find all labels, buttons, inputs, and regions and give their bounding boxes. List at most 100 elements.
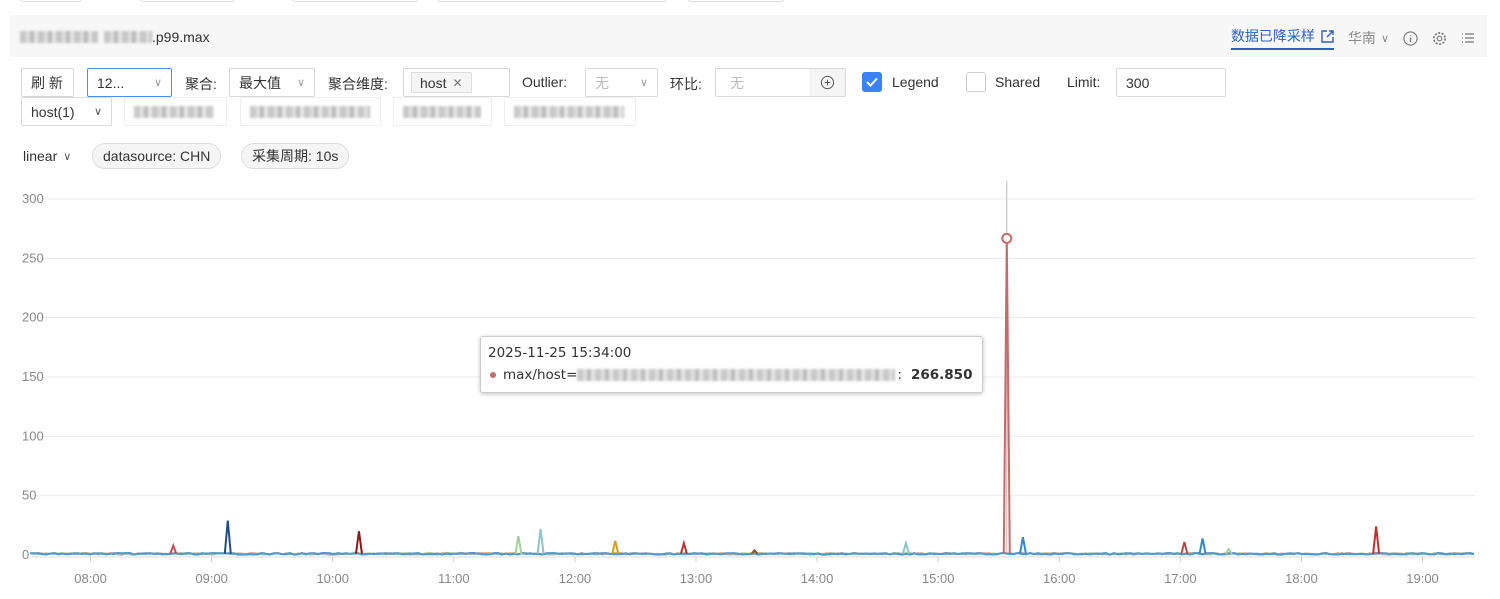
- datasource-label: datasource: CHN: [103, 148, 211, 164]
- chevron-down-icon: ∨: [639, 77, 648, 89]
- panel-header: [10, 15, 1487, 57]
- shared-label: Shared: [995, 74, 1041, 90]
- period-badge: 采集周期: 10s: [241, 143, 350, 169]
- scale-value: linear: [23, 148, 58, 164]
- gear-icon[interactable]: [1432, 31, 1447, 46]
- dimension-tag: host ✕: [411, 72, 472, 93]
- check-icon: [866, 77, 878, 87]
- spike-series: [901, 539, 910, 555]
- downsample-label: 数据已降采样: [1230, 28, 1315, 44]
- outlier-value: 无: [595, 74, 609, 91]
- x-tick-label: 11:00: [438, 571, 470, 586]
- chevron-down-icon: ∨: [63, 150, 72, 163]
- scale-select[interactable]: linear ∨: [23, 148, 71, 164]
- spike-series: [679, 539, 688, 555]
- x-tick-label: 08:00: [74, 571, 107, 586]
- tooltip-separator: :: [897, 367, 902, 383]
- legend-checkbox[interactable]: [862, 72, 882, 92]
- spike-series: [1198, 538, 1207, 555]
- refresh-button[interactable]: 刷 新: [21, 68, 74, 97]
- top-tab[interactable]: [20, 0, 82, 2]
- chevron-down-icon: ∨: [93, 106, 102, 118]
- x-tick-label: 12:00: [559, 571, 592, 586]
- y-tick-label: 250: [22, 250, 44, 265]
- y-tick-label: 50: [22, 488, 36, 503]
- top-tab[interactable]: [688, 0, 784, 2]
- x-tick-label: 10:00: [316, 571, 349, 586]
- dimension-select[interactable]: host ✕: [403, 68, 510, 97]
- time-range-value: 12...: [97, 74, 125, 91]
- y-tick-label: 200: [22, 310, 44, 325]
- spike-series: [223, 520, 232, 554]
- chevron-down-icon: ∨: [153, 77, 162, 89]
- header-actions: 数据已降采样 华南 ∨: [1230, 26, 1475, 50]
- series-dot-icon: [490, 372, 496, 378]
- compare-label: 环比:: [670, 76, 702, 92]
- panel-title: .p99.max: [20, 29, 210, 45]
- redacted-filter[interactable]: [504, 97, 636, 126]
- redacted-filter[interactable]: [124, 97, 227, 126]
- outlier-label: Outlier:: [522, 74, 568, 90]
- hover-point: [1001, 232, 1013, 244]
- spike-series: [514, 535, 523, 554]
- x-tick-label: 16:00: [1043, 571, 1076, 586]
- region-select[interactable]: 华南 ∨: [1348, 28, 1389, 48]
- host-filter-value: host(1): [31, 103, 75, 120]
- spike-series: [169, 542, 178, 555]
- region-label: 华南: [1347, 30, 1376, 46]
- chart-tooltip: 2025-11-25 15:34:00 max/host= : 266.850: [480, 336, 983, 393]
- spike-series: [611, 540, 620, 555]
- x-tick-label: 09:00: [195, 571, 228, 586]
- spike-series: [1018, 537, 1027, 554]
- external-link-icon: [1321, 29, 1334, 43]
- top-tab[interactable]: [140, 0, 235, 2]
- x-tick-label: 17:00: [1164, 571, 1197, 586]
- y-tick-label: 100: [22, 428, 44, 443]
- legend-label: Legend: [892, 74, 939, 90]
- aggregation-value: 最大值: [239, 74, 281, 91]
- dimension-tag-label: host: [420, 74, 447, 91]
- top-tab[interactable]: [292, 0, 418, 2]
- info-icon[interactable]: [1403, 30, 1418, 46]
- aggregation-select[interactable]: 最大值 ∨: [229, 68, 315, 97]
- redacted-text: [20, 31, 98, 43]
- spike-series: [750, 548, 759, 555]
- tooltip-time: 2025-11-25 15:34:00: [488, 345, 632, 361]
- host-filter-select[interactable]: host(1) ∨: [21, 97, 112, 126]
- downsample-link[interactable]: 数据已降采样: [1230, 26, 1334, 50]
- x-tick-label: 13:00: [680, 571, 713, 586]
- compare-placeholder: 无: [730, 74, 744, 91]
- limit-label: Limit:: [1067, 74, 1101, 90]
- spike-series: [354, 531, 363, 554]
- spike-series: [536, 528, 545, 554]
- limit-input[interactable]: 300: [1116, 68, 1226, 97]
- title-suffix: .p99.max: [152, 29, 210, 45]
- add-compare-button[interactable]: [809, 69, 845, 96]
- x-tick-label: 19:00: [1406, 571, 1439, 586]
- time-range-select[interactable]: 12... ∨: [87, 68, 172, 97]
- datasource-badge: datasource: CHN: [92, 143, 222, 169]
- refresh-label: 刷 新: [31, 74, 63, 91]
- compare-input[interactable]: 无: [715, 68, 846, 97]
- top-tab[interactable]: [437, 0, 667, 2]
- close-icon[interactable]: ✕: [452, 75, 463, 90]
- y-tick-label: 0: [22, 547, 29, 562]
- chart[interactable]: 0 50 100 150 200 250 300 08:00 09:00 10:00 11:00 12…: [0, 175, 1500, 599]
- dimension-label: 聚合维度:: [328, 76, 388, 92]
- y-tick-label: 300: [22, 191, 44, 206]
- x-tick-label: 18:00: [1285, 571, 1318, 586]
- limit-value: 300: [1126, 74, 1150, 91]
- spike-series: [1372, 526, 1381, 554]
- aggregation-label: 聚合:: [185, 76, 217, 92]
- tooltip-value: 266.850: [910, 367, 973, 383]
- redacted-filter[interactable]: [240, 97, 381, 126]
- x-tick-label: 14:00: [801, 571, 834, 586]
- plus-circle-icon: [820, 75, 834, 90]
- shared-checkbox[interactable]: [966, 72, 986, 92]
- redacted-host: [577, 369, 896, 381]
- outlier-select[interactable]: 无 ∨: [585, 68, 658, 97]
- list-icon[interactable]: [1461, 31, 1475, 45]
- chevron-down-icon: ∨: [296, 77, 305, 89]
- spike-series: [1224, 547, 1233, 555]
- redacted-filter[interactable]: [393, 97, 492, 126]
